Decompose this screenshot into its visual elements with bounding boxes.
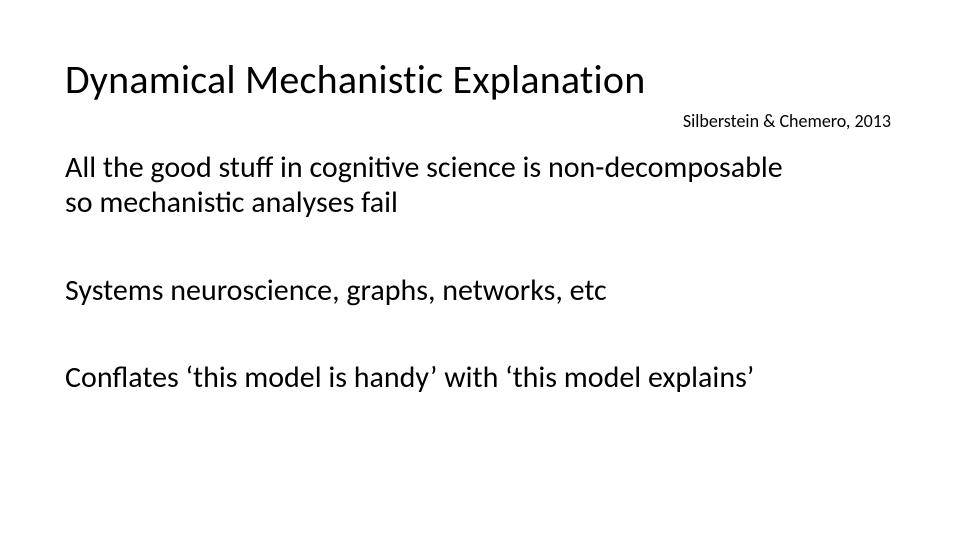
- body-paragraph: All the good stuff in cognitive science …: [65, 150, 785, 221]
- body-paragraph: Conflates ‘this model is handy’ with ‘th…: [65, 360, 785, 395]
- body-paragraph: Systems neuroscience, graphs, networks, …: [65, 273, 785, 308]
- citation-text: Silberstein & Chemero, 2013: [65, 110, 895, 132]
- slide-title: Dynamical Mechanistic Explanation: [65, 55, 895, 104]
- slide: Dynamical Mechanistic Explanation Silber…: [0, 0, 960, 540]
- slide-body: All the good stuff in cognitive science …: [65, 150, 785, 396]
